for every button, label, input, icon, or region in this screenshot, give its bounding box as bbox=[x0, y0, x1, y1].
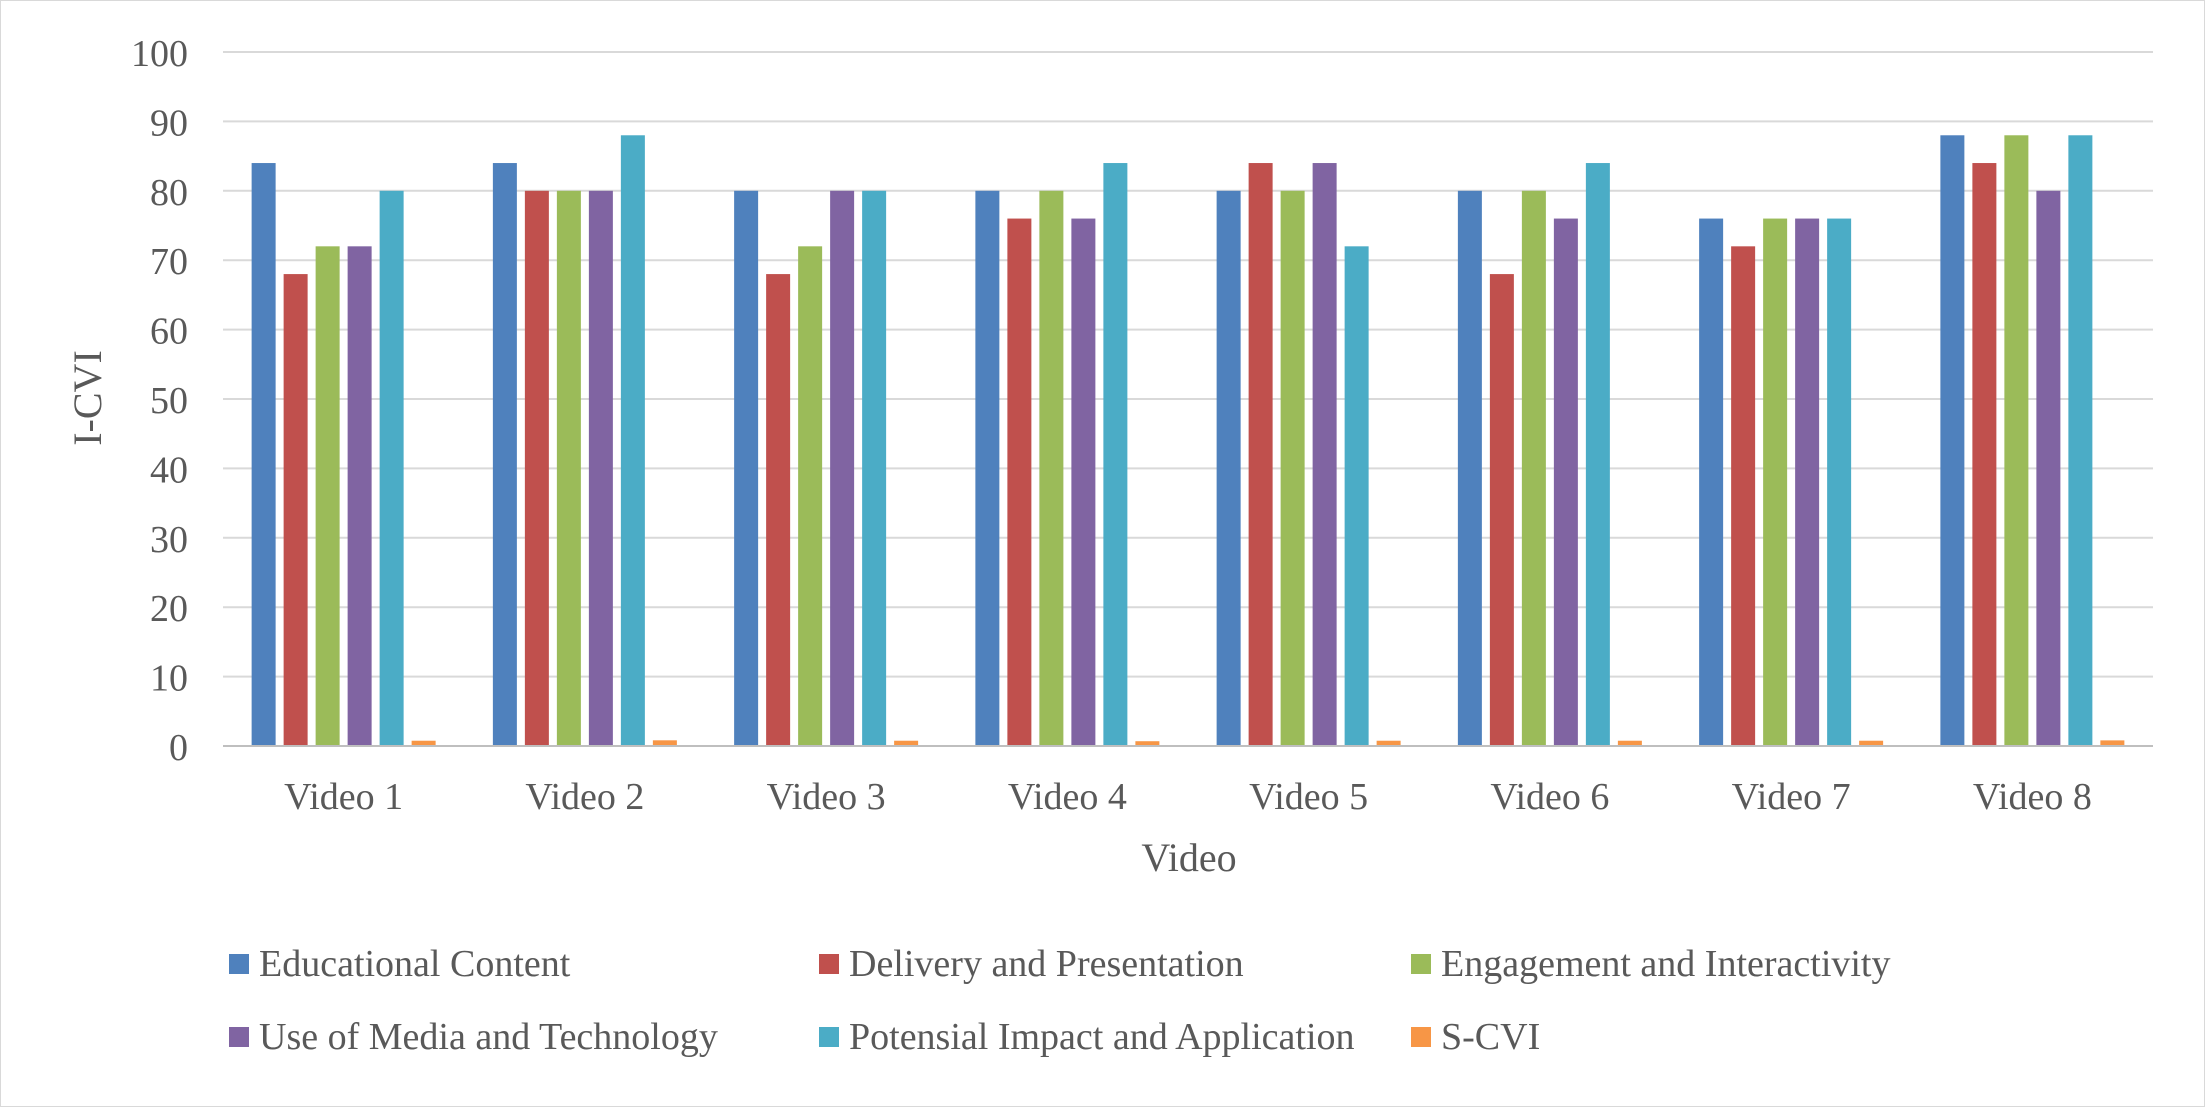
legend-label: S-CVI bbox=[1441, 1016, 1540, 1058]
bar bbox=[1827, 218, 1852, 746]
bar bbox=[620, 135, 645, 746]
x-tick-label: Video 2 bbox=[525, 776, 644, 818]
y-tick-label: 80 bbox=[150, 172, 188, 214]
bar bbox=[1521, 190, 1546, 747]
bar bbox=[492, 163, 517, 747]
legend-swatch bbox=[819, 1027, 839, 1047]
x-tick-label: Video 5 bbox=[1249, 776, 1368, 818]
bar bbox=[411, 740, 436, 746]
x-tick-labels: Video 1 Video 2 Video 3 Video 4 Video 5 Video… bbox=[284, 776, 2092, 818]
bar bbox=[1553, 218, 1578, 746]
bar bbox=[1007, 218, 1032, 746]
legend-swatch bbox=[229, 1027, 249, 1047]
x-tick-label: Video 8 bbox=[1973, 776, 2092, 818]
legend-label: Engagement and Interactivity bbox=[1441, 943, 1891, 985]
y-tick-label: 30 bbox=[150, 519, 188, 561]
bar bbox=[283, 274, 308, 746]
legend-swatch bbox=[1411, 1027, 1431, 1047]
bar bbox=[1039, 190, 1064, 747]
x-tick-label: Video 7 bbox=[1732, 776, 1851, 818]
bar bbox=[1859, 740, 1884, 746]
bar bbox=[1071, 218, 1096, 746]
bar bbox=[1940, 135, 1965, 746]
bar bbox=[894, 740, 919, 746]
bar bbox=[2100, 740, 2125, 746]
bar bbox=[1344, 246, 1369, 746]
bar bbox=[734, 190, 759, 747]
bar bbox=[1103, 163, 1128, 747]
bar bbox=[1972, 163, 1997, 747]
bar bbox=[1312, 163, 1337, 747]
legend-label: Delivery and Presentation bbox=[849, 943, 1244, 985]
legend-label: Educational Content bbox=[259, 943, 571, 985]
y-tick-label: 50 bbox=[150, 380, 188, 422]
legend-swatch bbox=[1411, 954, 1431, 974]
x-tick-label: Video 1 bbox=[284, 776, 403, 818]
bar bbox=[862, 190, 887, 747]
bar bbox=[379, 190, 404, 747]
bar bbox=[2068, 135, 2093, 746]
legend-label: Use of Media and Technology bbox=[259, 1016, 718, 1058]
x-tick-label: Video 6 bbox=[1490, 776, 1609, 818]
bar bbox=[1617, 740, 1642, 746]
bar bbox=[1699, 218, 1724, 746]
bar bbox=[830, 190, 855, 747]
bar bbox=[1216, 190, 1241, 747]
bar bbox=[652, 740, 677, 746]
y-tick-label: 100 bbox=[131, 33, 188, 75]
bar bbox=[556, 190, 581, 747]
bar bbox=[798, 246, 823, 746]
x-tick-label: Video 4 bbox=[1008, 776, 1127, 818]
bar bbox=[1376, 740, 1401, 746]
bar bbox=[1731, 246, 1756, 746]
x-tick-label: Video 3 bbox=[767, 776, 886, 818]
bar bbox=[1763, 218, 1788, 746]
bar bbox=[1280, 190, 1305, 747]
y-tick-label: 70 bbox=[150, 241, 188, 283]
y-tick-label: 20 bbox=[150, 588, 188, 630]
bar bbox=[2004, 135, 2029, 746]
x-axis-label: Video bbox=[1141, 835, 1236, 880]
bar bbox=[251, 163, 276, 747]
bar bbox=[1795, 218, 1820, 746]
bar bbox=[347, 246, 372, 746]
legend-swatch bbox=[819, 954, 839, 974]
y-tick-label: 10 bbox=[150, 658, 188, 700]
bar bbox=[766, 274, 791, 746]
bar bbox=[1248, 163, 1273, 747]
y-tick-label: 0 bbox=[169, 727, 188, 769]
legend-swatch bbox=[229, 954, 249, 974]
bar bbox=[1585, 163, 1610, 747]
bar bbox=[588, 190, 613, 747]
bar bbox=[524, 190, 549, 747]
y-tick-label: 40 bbox=[150, 449, 188, 491]
y-axis-label: I-CVI bbox=[65, 350, 110, 446]
y-tick-label: 60 bbox=[150, 311, 188, 353]
bar bbox=[1489, 274, 1514, 746]
legend: Educational Content Delivery and Presenta… bbox=[229, 943, 1891, 1058]
legend-label: Potensial Impact and Application bbox=[849, 1016, 1355, 1058]
bar bbox=[1457, 190, 1482, 747]
bar bbox=[2036, 190, 2061, 747]
bar bbox=[975, 190, 1000, 747]
bar bbox=[1135, 741, 1160, 746]
bar bbox=[315, 246, 340, 746]
y-tick-label: 90 bbox=[150, 102, 188, 144]
bars bbox=[251, 135, 2125, 747]
y-tick-labels: 0 10 20 30 40 50 60 70 80 90 100 bbox=[131, 33, 188, 769]
